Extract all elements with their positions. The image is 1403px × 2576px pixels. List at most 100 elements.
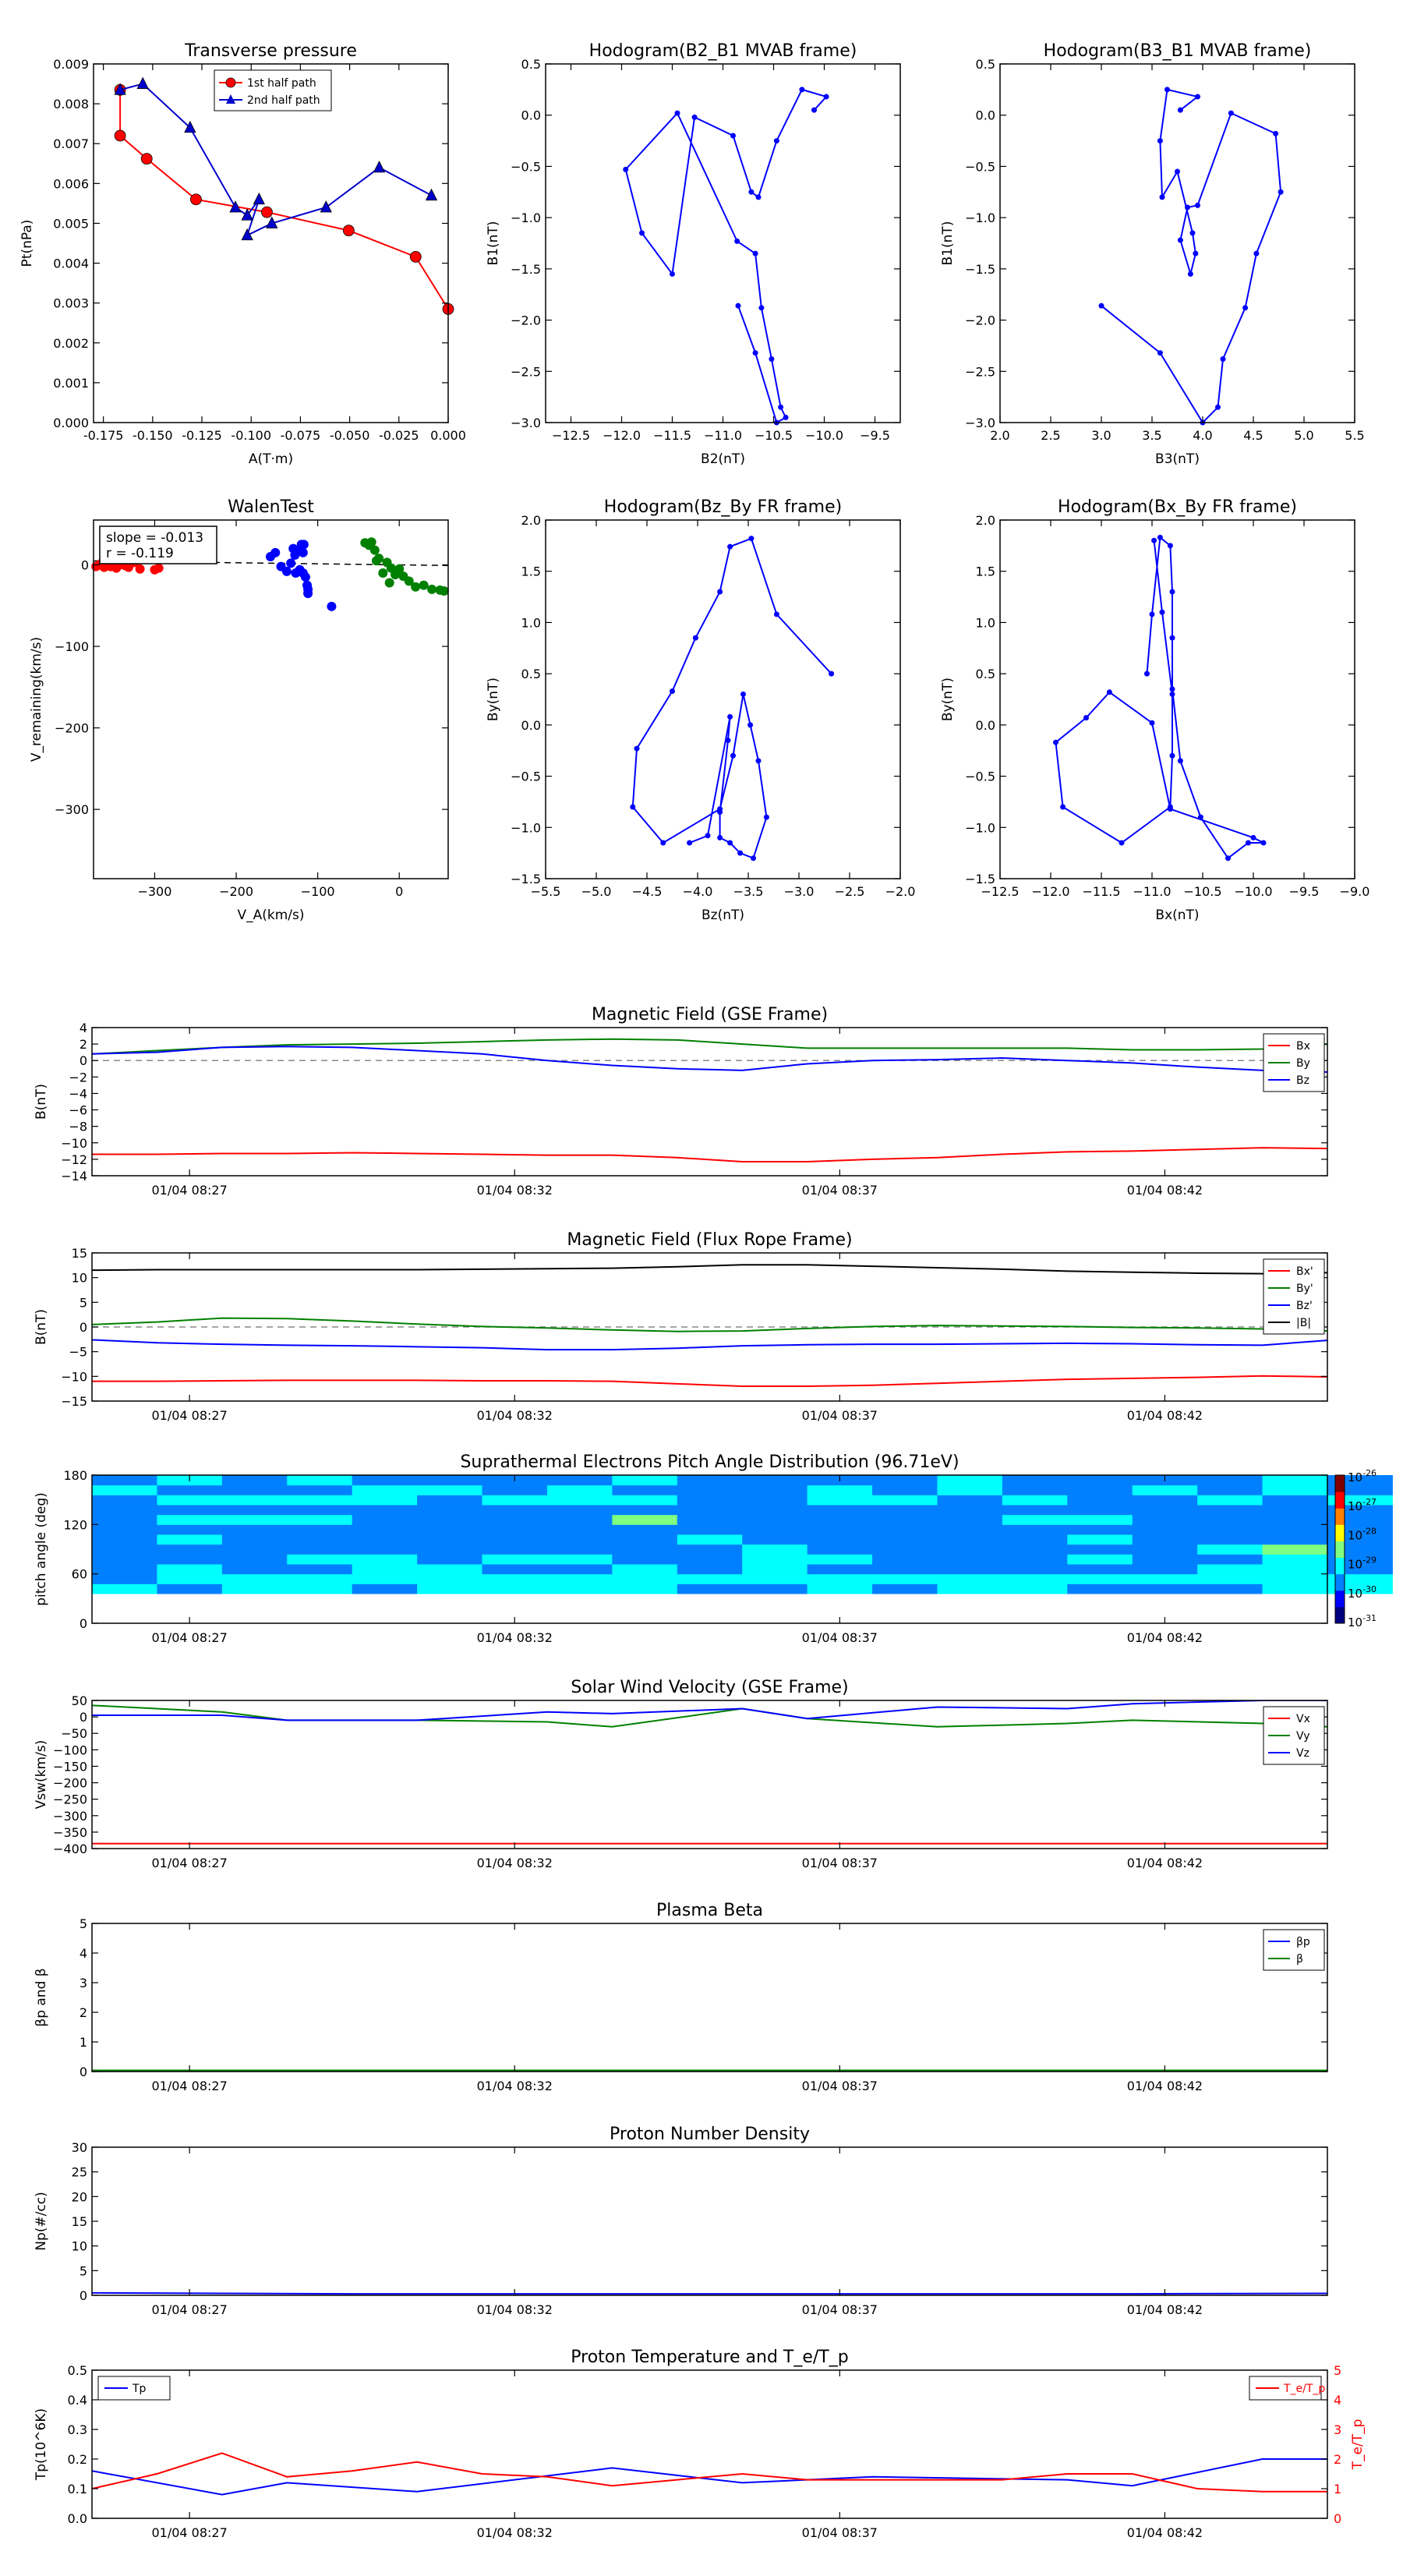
heatmap-cell bbox=[92, 1573, 157, 1584]
data-point bbox=[773, 138, 779, 144]
heatmap-cell bbox=[742, 1554, 808, 1565]
heatmap-cell bbox=[742, 1544, 808, 1555]
y-tick-label: 50 bbox=[72, 1693, 87, 1708]
y-tick-label: 0.5 bbox=[68, 2363, 87, 2378]
x-time-label: 01/04 08:42 bbox=[1127, 1630, 1203, 1645]
hodogram-b3-b1-chart: Hodogram(B3_B1 MVAB frame) −3.0 −2.5 −2.0 −1… bbox=[940, 41, 1365, 467]
y-tick-label: 0.005 bbox=[53, 216, 89, 231]
heatmap-cell bbox=[1132, 1564, 1198, 1575]
data-point bbox=[692, 635, 698, 641]
heatmap-cell bbox=[92, 1505, 157, 1516]
x-tick-label: −300 bbox=[137, 884, 171, 899]
heatmap-cell bbox=[417, 1484, 483, 1495]
heatmap-cell bbox=[1067, 1505, 1133, 1516]
y-tick-label: 0.3 bbox=[68, 2422, 87, 2437]
transverse-pressure-chart: Transverse pressure 0.000 0.001 0.002 0.003 0… bbox=[19, 41, 466, 467]
heatmap-cell bbox=[221, 1573, 288, 1584]
y-tick-label: −1.5 bbox=[965, 872, 995, 886]
data-point-circle bbox=[114, 129, 126, 142]
data-point bbox=[1246, 840, 1251, 846]
y-axis-label: B(nT) bbox=[34, 1084, 49, 1120]
y-tick-label: −250 bbox=[53, 1792, 87, 1807]
heatmap-cell bbox=[612, 1534, 678, 1545]
hodogram-b2-b1-frame bbox=[545, 63, 901, 423]
y-tick-label: 0.0 bbox=[976, 108, 995, 123]
colorbar-label: 10-31 bbox=[1348, 1613, 1376, 1629]
heatmap-cell bbox=[612, 1505, 678, 1516]
heatmap-cell bbox=[1067, 1544, 1133, 1555]
y-tick-label: 4 bbox=[80, 1021, 87, 1035]
walen-test-title: WalenTest bbox=[228, 497, 314, 517]
y-tick-label: −1.5 bbox=[511, 262, 541, 277]
data-point bbox=[369, 545, 380, 555]
heatmap-cell bbox=[807, 1534, 873, 1545]
data-point bbox=[740, 691, 746, 697]
y-tick-label: 0.5 bbox=[521, 57, 541, 72]
heatmap-cell bbox=[1197, 1573, 1263, 1584]
y-tick-label: −200 bbox=[53, 1776, 87, 1791]
y-axis-label: By(nT) bbox=[486, 678, 501, 721]
data-point bbox=[1177, 237, 1183, 243]
legend-label: 1st half path bbox=[247, 77, 316, 90]
colorbar-segment bbox=[1335, 1557, 1345, 1575]
x-tick-label: −100 bbox=[301, 884, 335, 899]
x-time-label: 01/04 08:42 bbox=[1127, 1183, 1203, 1198]
heatmap-cell bbox=[352, 1583, 418, 1594]
x-tick-label: −9.0 bbox=[1340, 884, 1370, 899]
data-point-triangle bbox=[184, 120, 196, 133]
y-tick-label: −0.5 bbox=[965, 770, 995, 784]
data-point bbox=[727, 713, 733, 720]
hodogram-bx-by-title: Hodogram(Bx_By FR frame) bbox=[1058, 497, 1297, 517]
y-axis-label: B1(nT) bbox=[940, 221, 956, 266]
legend-label: |B| bbox=[1296, 1317, 1311, 1329]
heatmap-cell bbox=[417, 1495, 483, 1506]
data-point bbox=[1195, 94, 1200, 100]
x-tick-label: −3.5 bbox=[733, 884, 764, 899]
x-tick-label: 0 bbox=[395, 884, 403, 899]
heatmap-cell bbox=[352, 1573, 418, 1584]
heatmap-cell bbox=[677, 1564, 743, 1575]
hodogram-b2-b1-series-line-0 bbox=[624, 88, 828, 423]
proton-temperature-chart: Proton Temperature and T_e/T_p 0.0 0.1 0.2 0… bbox=[34, 2348, 1366, 2540]
heatmap-cell bbox=[1197, 1505, 1263, 1516]
data-point bbox=[1167, 543, 1173, 549]
y-tick-label: −350 bbox=[53, 1825, 87, 1840]
x-time-label: 01/04 08:32 bbox=[477, 2525, 553, 2540]
heatmap-cell bbox=[352, 1534, 418, 1545]
legend-label: By' bbox=[1296, 1283, 1313, 1295]
y-tick-label: 15 bbox=[72, 1246, 87, 1261]
x-tick-label: −12.0 bbox=[1031, 884, 1069, 899]
heatmap-cell bbox=[1067, 1524, 1133, 1535]
heatmap-cell bbox=[287, 1583, 353, 1594]
y-tick-label: 0.5 bbox=[976, 57, 995, 72]
heatmap-cell bbox=[1197, 1514, 1263, 1525]
heatmap-cell bbox=[937, 1544, 1003, 1555]
data-point bbox=[1053, 739, 1058, 745]
y-tick-label: −150 bbox=[53, 1759, 87, 1774]
data-point bbox=[1151, 537, 1157, 543]
heatmap-cell bbox=[417, 1583, 483, 1594]
heatmap-cell bbox=[937, 1583, 1003, 1594]
x-tick-label: −10.5 bbox=[1183, 884, 1221, 899]
x-time-label: 01/04 08:37 bbox=[802, 1856, 878, 1870]
heatmap-cell bbox=[1262, 1475, 1328, 1486]
data-point bbox=[1169, 635, 1175, 641]
y-tick-label: −300 bbox=[53, 1809, 87, 1824]
heatmap-cell bbox=[1262, 1484, 1328, 1495]
heatmap-cell bbox=[1002, 1573, 1068, 1584]
heatmap-cell bbox=[612, 1475, 678, 1486]
x-tick-label: -0.100 bbox=[231, 428, 271, 443]
data-point bbox=[727, 543, 733, 550]
x-time-label: 01/04 08:32 bbox=[477, 2302, 553, 2317]
x-time-label: 01/04 08:37 bbox=[802, 1630, 878, 1645]
y-tick-label: −100 bbox=[53, 1743, 87, 1757]
heatmap-cell bbox=[807, 1524, 873, 1535]
heatmap-cell bbox=[742, 1475, 808, 1486]
x-tick-label: −5.5 bbox=[531, 884, 561, 899]
heatmap-cell bbox=[1262, 1505, 1328, 1516]
x-time-label: 01/04 08:27 bbox=[151, 1630, 227, 1645]
heatmap-cell bbox=[482, 1505, 548, 1516]
heatmap-cell bbox=[287, 1564, 353, 1575]
data-point bbox=[1187, 271, 1193, 277]
heatmap-cell bbox=[546, 1544, 613, 1555]
